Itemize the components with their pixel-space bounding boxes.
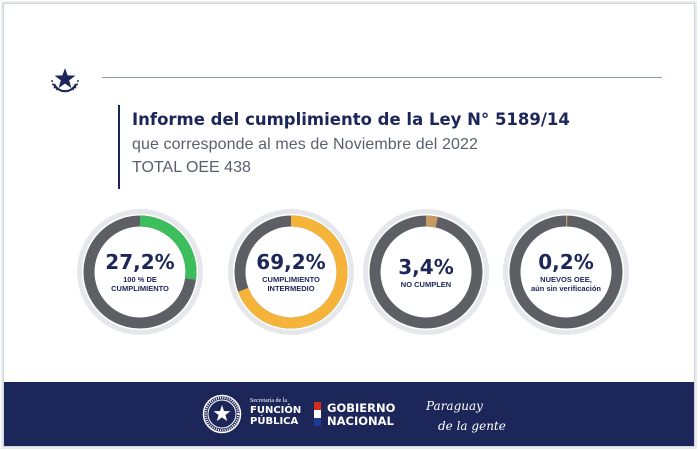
sfp-logo: Secretaría de la FUNCIÓN PÚBLICA <box>250 398 301 427</box>
gauge-progress-arc <box>234 215 348 329</box>
gauge-value: 69,2% <box>256 250 326 274</box>
title-block: Informe del cumplimiento de la Ley N° 51… <box>118 105 570 189</box>
gauge-value: 27,2% <box>105 250 175 274</box>
gauge-value: 3,4% <box>398 254 454 279</box>
gauge-progress-arc <box>369 215 483 329</box>
flag-icon <box>314 402 321 426</box>
gauge-label: 100 % DE CUMPLIMIENTO <box>111 275 169 293</box>
gob-line-2: NACIONAL <box>327 414 394 428</box>
brand-line-1: Paraguay <box>425 399 483 413</box>
page-title: Informe del cumplimiento de la Ley N° 51… <box>132 110 570 129</box>
gauge-label: NUEVOS OEE, aún sin verificación <box>530 275 602 293</box>
gauge-non-compliant: 3,4% NO CUMPLEN <box>360 206 492 338</box>
gauge-progress-arc <box>83 215 197 329</box>
national-seal-icon <box>202 394 242 434</box>
gobierno-nacional-logo: GOBIERNO NACIONAL <box>327 402 395 428</box>
footer-bar: Secretaría de la FUNCIÓN PÚBLICA GOBIERN… <box>4 382 694 446</box>
sfp-line-2: PÚBLICA <box>250 416 299 427</box>
gauge-face <box>233 214 349 330</box>
header-divider <box>102 77 662 78</box>
gauge-face <box>82 214 198 330</box>
gauge-intermediate: 69,2% CUMPLIMIENTO INTERMEDIO <box>225 206 357 338</box>
sfp-caption: Secretaría de la <box>250 398 287 404</box>
gauge-full-compliance: 27,2% 100 % DE CUMPLIMIENTO <box>74 206 206 338</box>
infographic-card: Informe del cumplimiento de la Ley N° 51… <box>3 3 695 447</box>
gauge-ring <box>77 209 203 335</box>
gauge-new-unverified: 0,2% NUEVOS OEE, aún sin verificación <box>500 206 632 338</box>
total-oee: TOTAL OEE 438 <box>132 159 251 176</box>
gauge-face <box>508 214 624 330</box>
gauge-ring <box>363 209 489 335</box>
page-subtitle: que corresponde al mes de Noviembre del … <box>132 136 478 153</box>
gob-line-1: GOBIERNO <box>327 401 396 415</box>
paraguay-de-la-gente-logo: Paraguay de la gente <box>425 399 506 433</box>
gauge-label: NO CUMPLEN <box>400 279 452 289</box>
brand-line-2: de la gente <box>438 419 506 433</box>
gauge-ring <box>503 209 629 335</box>
sfp-line-1: FUNCIÓN <box>250 405 302 416</box>
gauge-value: 0,2% <box>538 250 594 274</box>
gauge-label: CUMPLIMIENTO INTERMEDIO <box>262 275 320 293</box>
star-seal-icon <box>51 68 79 93</box>
gauge-ring <box>228 209 354 335</box>
gauge-progress-arc <box>509 215 623 329</box>
gauge-face <box>368 214 484 330</box>
